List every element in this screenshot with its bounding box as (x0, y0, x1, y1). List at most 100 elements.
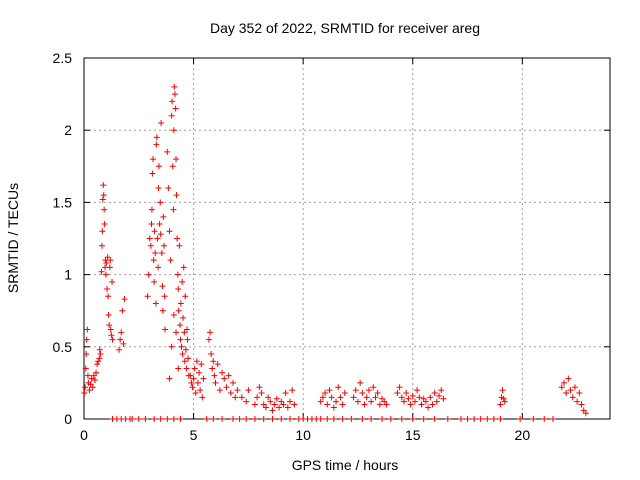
data-point (262, 404, 269, 411)
data-point (91, 377, 98, 384)
data-point (409, 416, 416, 422)
data-point (289, 387, 296, 394)
data-point (420, 416, 427, 422)
data-point (82, 384, 89, 391)
data-point (84, 326, 91, 333)
data-point (243, 398, 250, 405)
data-point (425, 404, 432, 411)
data-point (184, 336, 191, 343)
data-point (81, 390, 88, 397)
data-point (169, 163, 176, 170)
data-point (416, 394, 423, 401)
data-point (211, 372, 218, 379)
data-point (180, 314, 187, 321)
data-point (142, 416, 149, 422)
data-point (418, 401, 425, 408)
data-point (227, 390, 234, 397)
data-point (155, 264, 162, 271)
data-point (359, 390, 366, 397)
data-point (165, 184, 172, 191)
data-point (571, 384, 578, 391)
data-point (335, 384, 342, 391)
data-point (500, 395, 507, 402)
data-point (407, 401, 414, 408)
data-point (180, 264, 187, 271)
x-tick-label: 10 (295, 427, 311, 443)
data-point (269, 416, 276, 422)
data-point (151, 416, 158, 422)
data-point (82, 365, 89, 372)
data-point (171, 91, 178, 98)
data-point (280, 401, 287, 408)
data-point (328, 394, 335, 401)
data-point (394, 390, 401, 397)
data-point (433, 398, 440, 405)
y-tick-label: 0 (64, 411, 72, 427)
data-point (243, 416, 250, 422)
data-point (181, 329, 188, 336)
data-point (174, 271, 181, 278)
data-point (210, 358, 217, 365)
data-point (135, 416, 142, 422)
x-tick-label: 5 (190, 427, 198, 443)
data-point (267, 398, 274, 405)
data-point (192, 390, 199, 397)
data-point (317, 398, 324, 405)
data-point (182, 346, 189, 353)
data-point (175, 286, 182, 293)
data-point (427, 394, 434, 401)
data-point (330, 416, 337, 422)
data-point (497, 401, 504, 408)
data-point (541, 416, 548, 422)
data-point (184, 326, 191, 333)
data-point (322, 390, 329, 397)
data-point (341, 390, 348, 397)
y-tick-label: 2.5 (53, 50, 73, 66)
data-point (157, 231, 164, 238)
data-point (164, 148, 171, 155)
data-point (170, 416, 177, 422)
data-point (145, 271, 152, 278)
data-point (166, 228, 173, 235)
data-point (97, 351, 104, 358)
data-point (574, 398, 581, 405)
data-point (188, 379, 195, 386)
chart-title: Day 352 of 2022, SRMTID for receiver are… (210, 20, 480, 36)
data-point (179, 278, 186, 285)
data-point (287, 398, 294, 405)
data-point (273, 395, 280, 402)
data-point (563, 390, 570, 397)
data-point (271, 401, 278, 408)
data-point (83, 336, 90, 343)
data-point (156, 221, 163, 228)
data-point (490, 416, 497, 422)
data-point (196, 369, 203, 376)
axis-ticks: 0 5 10 15 20 0 0.5 1 1.5 2 2.5 (53, 50, 610, 443)
data-point (339, 401, 346, 408)
data-point (317, 416, 324, 422)
data-point (223, 384, 230, 391)
data-point (333, 398, 340, 405)
y-tick-label: 2 (64, 122, 72, 138)
data-point (230, 379, 237, 386)
data-point (359, 416, 366, 422)
x-tick-label: 0 (80, 427, 88, 443)
data-point (86, 387, 93, 394)
data-point (152, 249, 159, 256)
data-point (205, 336, 212, 343)
data-point (477, 416, 484, 422)
data-point (576, 390, 583, 397)
data-point (324, 416, 331, 422)
data-point (170, 206, 177, 213)
data-point (120, 340, 127, 347)
data-point (98, 268, 105, 275)
data-point (159, 283, 166, 290)
data-point (108, 332, 115, 339)
data-point (269, 407, 276, 414)
data-point (330, 404, 337, 411)
data-point (147, 242, 154, 249)
data-point (350, 394, 357, 401)
data-point (245, 387, 252, 394)
plot-frame (83, 57, 611, 420)
